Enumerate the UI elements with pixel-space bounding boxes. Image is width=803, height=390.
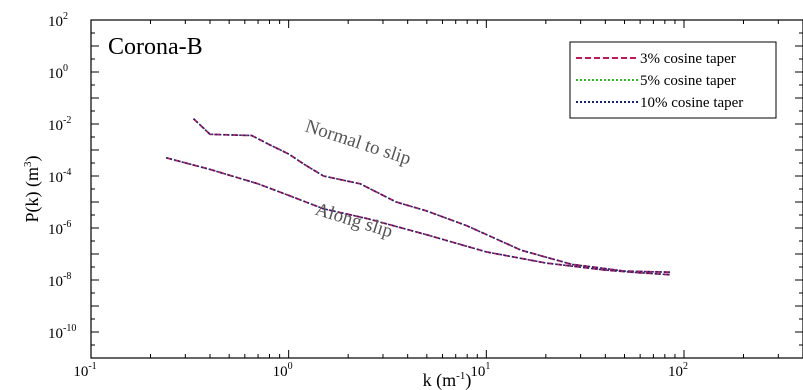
y-tick-label-exp: -4: [63, 167, 71, 178]
y-tick-label: 10-4: [48, 167, 71, 186]
y-tick-label-exp: 2: [63, 11, 68, 22]
annotation-label: Along slip: [313, 199, 395, 242]
x-axis-label: k (m-1): [423, 370, 472, 390]
y-tick-label: 10-8: [48, 271, 71, 290]
x-tick-label-base: 10: [470, 364, 485, 380]
y-axis-label: P(k) (m3): [22, 156, 43, 223]
x-tick-label: 10-1: [73, 361, 96, 380]
x-tick-label: 102: [668, 361, 688, 380]
x-tick-label-base: 10: [668, 364, 683, 380]
y-tick-label-base: 10: [48, 14, 63, 30]
y-tick-label-base: 10: [48, 222, 63, 238]
y-tick-label-base: 10: [48, 170, 63, 186]
y-tick-label-exp: -2: [63, 115, 71, 126]
annotation-label: Normal to slip: [303, 116, 414, 170]
y-tick-label-base: 10: [48, 326, 63, 342]
legend: 3% cosine taper 5% cosine taper 10% cosine…: [569, 41, 777, 119]
legend-label: 3% cosine taper: [640, 51, 736, 67]
x-tick-label: 100: [273, 361, 293, 380]
y-tick-label-exp: -6: [63, 219, 71, 230]
legend-entries: 3% cosine taper 5% cosine taper 10% cosine…: [576, 51, 743, 111]
y-tick-label-exp: -10: [63, 323, 76, 334]
series-line-normal-to-slip-1: [192, 118, 671, 274]
legend-label: 5% cosine taper: [640, 73, 736, 89]
series-line-along-slip-3: [166, 157, 671, 276]
y-tick-label-exp: -8: [63, 271, 71, 282]
annotations-layer: Normal to slip Along slip: [303, 116, 414, 243]
x-axis-label-close: ): [465, 370, 471, 390]
x-tick-label-exp: 1: [485, 361, 490, 372]
y-tick-label: 10-2: [48, 115, 71, 134]
curves-layer: [165, 118, 671, 276]
x-tick-label-exp: 2: [683, 361, 688, 372]
x-tick-label: 101: [470, 361, 490, 380]
x-tick-label-base: 10: [73, 364, 88, 380]
chart-title: Corona-B: [108, 34, 203, 60]
y-tick-label-base: 10: [48, 274, 63, 290]
x-tick-label-base: 10: [273, 364, 288, 380]
y-tick-label: 102: [48, 11, 68, 30]
x-tick-label-exp: -1: [88, 361, 96, 372]
x-axis-label-sup: -1: [456, 370, 465, 382]
plot-frame: [90, 19, 803, 359]
y-tick-label-exp: 0: [63, 63, 68, 74]
y-tick-label: 10-6: [48, 219, 71, 238]
legend-label: 10% cosine taper: [640, 95, 743, 111]
series-line-normal-to-slip-2: [192, 118, 671, 273]
y-tick-label: 10-10: [48, 323, 76, 342]
y-axis-label-sup: 3: [22, 161, 34, 167]
series-line-along-slip-1: [165, 156, 671, 276]
y-axis-label-close: ): [22, 156, 43, 162]
series-line-along-slip-2: [165, 157, 671, 276]
y-axis-label-base: P(k) (m: [22, 167, 43, 223]
y-tick-label: 100: [48, 63, 68, 82]
y-tick-label-base: 10: [48, 66, 63, 82]
x-axis-label-base: k (m: [423, 370, 457, 390]
y-tick-label-base: 10: [48, 118, 63, 134]
series-line-normal-to-slip-3: [193, 118, 671, 273]
x-tick-label-exp: 0: [288, 361, 293, 372]
